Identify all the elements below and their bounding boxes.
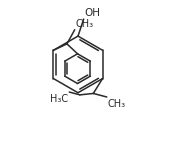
Text: CH₃: CH₃ [108,99,126,109]
Text: H₃C: H₃C [50,94,69,104]
Text: CH₃: CH₃ [75,19,93,29]
Text: OH: OH [84,8,100,18]
